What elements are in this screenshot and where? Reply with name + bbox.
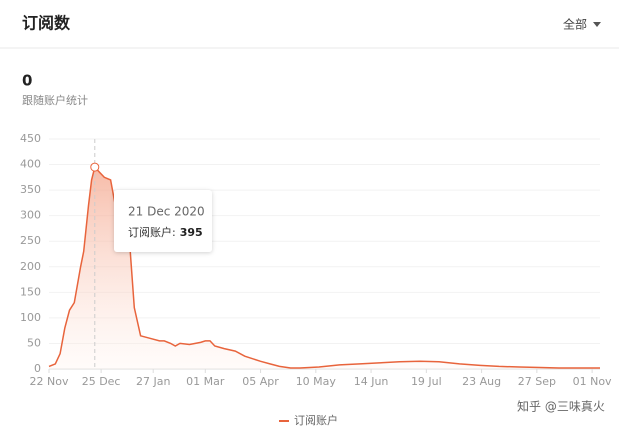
summary-label: 跟随账户统计 [22,93,88,107]
y-tick-label: 350 [20,183,41,196]
y-tick-label: 0 [34,362,41,375]
x-tick-label: 05 Apr [242,375,279,388]
x-tick-label: 01 Nov [573,375,612,388]
y-tick-label: 400 [20,158,41,171]
header-title: 订阅数 [22,14,71,33]
x-tick-label: 01 Mar [186,375,225,388]
legend-label: 订阅账户 [294,413,338,427]
tooltip-value: 395 [180,226,203,239]
x-tick-label: 14 Jun [354,375,389,388]
area-line [48,165,600,369]
x-tick-label: 10 May [296,375,337,388]
x-tick-label: 23 Aug [462,375,501,388]
dropdown-arrow[interactable] [593,22,601,27]
area-fill [49,167,600,369]
x-tick-label: 25 Dec [82,375,121,388]
y-tick-label: 450 [20,132,41,145]
filter-dropdown[interactable]: 全部 [563,17,587,32]
x-tick-label: 22 Nov [30,375,69,388]
tooltip-date: 21 Dec 2020 [128,205,205,219]
y-tick-label: 150 [20,285,41,298]
hover-point [90,162,100,172]
y-tick-label: 50 [27,336,41,349]
y-tick-label: 200 [20,260,41,273]
y-tick-label: 300 [20,209,41,222]
plot: 0 50 100 150 200 250 300 350 400 450 22 Nov 25 Dec 2… [20,132,612,427]
y-tick-label: 100 [20,311,41,324]
watermark: 知乎 @三味真火 [517,400,605,414]
tooltip [114,190,212,252]
tooltip-label: 订阅账户: [128,225,176,239]
summary-value: 0 [22,72,32,90]
x-tick-label: 27 Jan [136,375,170,388]
x-tick-label: 27 Sep [518,375,556,388]
x-tick-label: 19 Jul [411,375,442,388]
y-tick-label: 250 [20,234,41,247]
